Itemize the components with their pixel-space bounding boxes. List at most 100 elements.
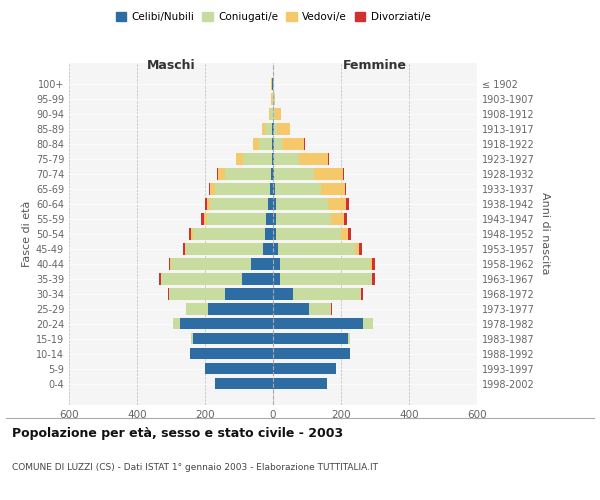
Bar (167, 288, 169, 300)
Bar (209, 183, 210, 194)
Bar (193, 228, 265, 239)
Bar (204, 213, 206, 224)
Bar (282, 138, 304, 149)
Bar (277, 228, 341, 239)
Bar (275, 108, 281, 120)
Bar (273, 153, 274, 164)
Bar (274, 153, 299, 164)
Bar (161, 273, 242, 284)
Text: Maschi: Maschi (146, 59, 196, 72)
Bar (173, 318, 179, 330)
Bar (218, 168, 226, 179)
Bar (274, 108, 275, 120)
Bar (280, 258, 370, 270)
Bar (270, 108, 272, 120)
Bar (273, 333, 348, 344)
Bar (273, 348, 349, 360)
Bar (370, 258, 372, 270)
Bar (265, 123, 272, 134)
Bar (348, 333, 349, 344)
Bar (309, 303, 331, 314)
Bar (280, 273, 371, 284)
Bar (273, 288, 293, 300)
Bar (331, 303, 332, 314)
Bar (185, 243, 187, 254)
Bar (274, 138, 282, 149)
Bar (278, 243, 355, 254)
Bar (263, 243, 273, 254)
Bar (272, 123, 273, 134)
Bar (372, 258, 376, 270)
Bar (372, 273, 375, 284)
Bar (186, 303, 208, 314)
Bar (359, 243, 362, 254)
Y-axis label: Anni di nascita: Anni di nascita (540, 192, 550, 275)
Bar (226, 288, 273, 300)
Bar (169, 288, 226, 300)
Bar (272, 153, 273, 164)
Bar (210, 198, 268, 209)
Bar (273, 318, 363, 330)
Bar (269, 108, 270, 120)
Bar (304, 138, 305, 149)
Bar (299, 153, 328, 164)
Bar (171, 258, 251, 270)
Bar (268, 198, 273, 209)
Bar (236, 153, 243, 164)
Bar (217, 168, 218, 179)
Bar (273, 378, 328, 390)
Bar (190, 348, 273, 360)
Bar (266, 213, 273, 224)
Bar (265, 228, 273, 239)
Bar (341, 228, 349, 239)
Bar (208, 303, 273, 314)
Bar (262, 123, 265, 134)
Bar (188, 228, 191, 239)
Text: Popolazione per età, sesso e stato civile - 2003: Popolazione per età, sesso e stato civil… (12, 428, 343, 440)
Bar (251, 258, 273, 270)
Bar (355, 243, 359, 254)
Bar (273, 363, 336, 374)
Bar (276, 198, 328, 209)
Bar (328, 198, 346, 209)
Bar (193, 333, 273, 344)
Y-axis label: Fasce di età: Fasce di età (22, 200, 32, 267)
Bar (320, 183, 345, 194)
Bar (273, 198, 276, 209)
Bar (274, 123, 277, 134)
Bar (346, 198, 349, 209)
Text: COMUNE DI LUZZI (CS) - Dati ISTAT 1° gennaio 2003 - Elaborazione TUTTITALIA.IT: COMUNE DI LUZZI (CS) - Dati ISTAT 1° gen… (12, 462, 378, 471)
Bar (273, 258, 280, 270)
Bar (205, 198, 206, 209)
Legend: Celibi/Nubili, Coniugati/e, Vedovi/e, Divorziati/e: Celibi/Nubili, Coniugati/e, Vedovi/e, Di… (112, 8, 434, 26)
Bar (361, 288, 363, 300)
Bar (169, 258, 170, 270)
Bar (349, 228, 351, 239)
Bar (185, 303, 187, 314)
Bar (191, 228, 193, 239)
Bar (215, 183, 269, 194)
Bar (314, 168, 343, 179)
Bar (271, 168, 273, 179)
Bar (274, 168, 314, 179)
Bar (200, 213, 204, 224)
Bar (273, 138, 274, 149)
Bar (226, 168, 271, 179)
Bar (273, 183, 275, 194)
Bar (205, 363, 273, 374)
Text: Femmine: Femmine (343, 59, 407, 72)
Bar (273, 228, 277, 239)
Bar (191, 333, 193, 344)
Bar (343, 168, 344, 179)
Bar (210, 183, 215, 194)
Bar (269, 183, 273, 194)
Bar (272, 138, 273, 149)
Bar (328, 153, 329, 164)
Bar (293, 288, 361, 300)
Bar (344, 213, 347, 224)
Bar (331, 213, 344, 224)
Bar (215, 378, 273, 390)
Bar (159, 273, 161, 284)
Bar (187, 243, 263, 254)
Bar (345, 183, 346, 194)
